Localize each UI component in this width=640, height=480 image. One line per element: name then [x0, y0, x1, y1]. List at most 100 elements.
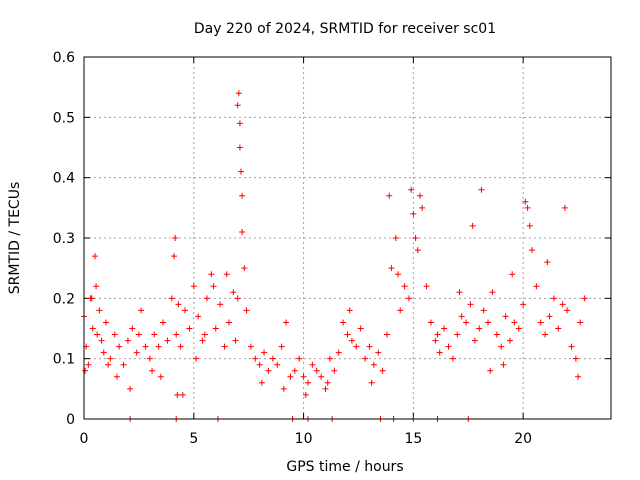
data-point [269, 355, 276, 362]
data-point [559, 301, 566, 308]
data-point [120, 361, 127, 368]
data-point [309, 361, 316, 368]
data-point [168, 295, 175, 302]
data-point [223, 271, 230, 278]
data-point [485, 319, 492, 326]
data-point [177, 343, 184, 350]
data-point [572, 355, 579, 362]
data-point [98, 337, 105, 344]
y-tick-label: 0.4 [53, 171, 75, 187]
data-point [575, 373, 582, 380]
data-point [524, 204, 531, 211]
data-point [265, 367, 272, 374]
data-point [201, 331, 208, 338]
x-tick-label: 5 [189, 431, 198, 447]
data-point [467, 301, 474, 308]
data-point [412, 235, 419, 241]
data-point [182, 307, 189, 314]
data-point [476, 325, 483, 332]
data-point [235, 90, 242, 97]
data-point [195, 313, 202, 320]
x-axis-label: GPS time / hours [286, 459, 403, 475]
data-point [283, 319, 290, 326]
data-point [179, 391, 186, 398]
data-point [173, 331, 180, 338]
data-point [138, 307, 145, 314]
data-point [247, 343, 254, 350]
data-point [386, 192, 393, 199]
data-point [362, 355, 369, 362]
y-tick-label: 0.6 [53, 50, 75, 66]
data-point [322, 385, 329, 392]
x-tick-label: 20 [514, 431, 532, 447]
data-point [449, 355, 456, 362]
data-point [256, 361, 263, 368]
data-point [278, 343, 285, 350]
data-point [357, 325, 364, 332]
data-point [388, 265, 395, 272]
data-point [480, 307, 487, 314]
data-point [186, 325, 193, 332]
y-tick-label: 0.2 [53, 291, 75, 307]
data-point [127, 385, 134, 392]
data-point [414, 247, 421, 254]
data-point [225, 319, 232, 326]
y-tick-label: 0.5 [53, 110, 75, 126]
data-point [236, 144, 243, 151]
data-point [419, 204, 426, 211]
data-point [91, 253, 98, 260]
data-point [113, 373, 120, 380]
data-point [469, 222, 476, 229]
data-point [546, 313, 553, 320]
data-point [280, 385, 287, 392]
data-point [416, 192, 423, 199]
data-point [392, 235, 399, 241]
data-point [238, 168, 245, 175]
data-point [526, 222, 533, 229]
data-point [102, 319, 109, 326]
data-point [581, 295, 588, 302]
data-point [217, 301, 224, 308]
data-point [375, 349, 382, 356]
data-point [203, 295, 210, 302]
data-point [445, 343, 452, 350]
data-point [423, 283, 430, 290]
data-point [239, 228, 246, 235]
data-point [234, 102, 241, 109]
data-point [258, 379, 265, 386]
data-point [506, 337, 513, 344]
data-point [133, 349, 140, 356]
data-point [520, 301, 527, 308]
data-point [454, 331, 461, 338]
data-point [478, 186, 485, 193]
data-point [511, 319, 518, 326]
data-point [287, 373, 294, 380]
data-point [395, 271, 402, 278]
data-point [463, 319, 470, 326]
data-point [241, 265, 248, 272]
data-point [100, 349, 107, 356]
data-point [542, 331, 549, 338]
data-point [190, 283, 197, 290]
data-point [401, 283, 408, 290]
data-point [142, 343, 149, 350]
data-point [366, 343, 373, 350]
data-point [533, 283, 540, 290]
data-point [458, 313, 465, 320]
data-point [302, 391, 309, 398]
data-point [89, 325, 96, 332]
plot-frame [83, 56, 612, 420]
data-point [509, 271, 516, 278]
data-point [93, 283, 100, 290]
data-point [116, 343, 123, 350]
y-tick-label: 0.1 [53, 352, 75, 368]
data-point [564, 307, 571, 314]
data-point [291, 367, 298, 374]
data-point [522, 198, 529, 205]
data-point [300, 373, 307, 380]
data-point [318, 373, 325, 380]
data-point [550, 295, 557, 302]
data-point [555, 325, 562, 332]
data-point [85, 361, 92, 368]
data-point [94, 331, 101, 338]
